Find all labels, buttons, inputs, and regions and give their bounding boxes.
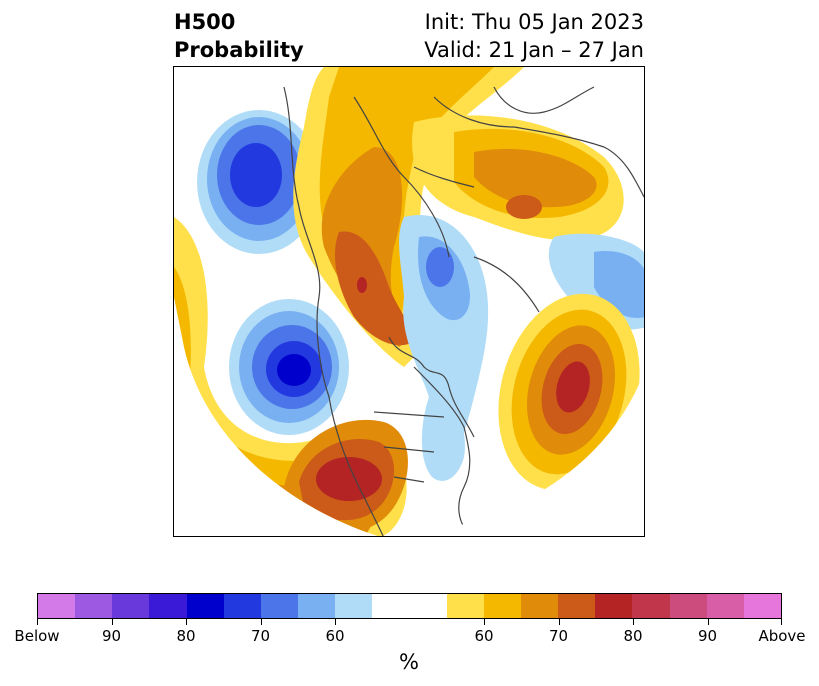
colorbar-tick-label: 60 xyxy=(474,627,494,645)
colorbar-tick-label: 90 xyxy=(101,627,122,645)
positive-anomaly-us-southwest xyxy=(284,419,408,534)
colorbar-tick xyxy=(111,619,113,625)
colorbar-tick-label: 80 xyxy=(176,627,196,645)
negative-anomaly-hudson xyxy=(399,215,489,467)
title-product: Probability xyxy=(174,38,304,62)
probability-map xyxy=(174,67,644,536)
colorbar-segment xyxy=(149,594,187,618)
colorbar-unit-label: % xyxy=(399,650,419,674)
colorbar-tick xyxy=(484,619,485,625)
negative-anomaly-east-coast xyxy=(421,397,465,481)
colorbar-segment xyxy=(706,594,744,618)
colorbar-segment xyxy=(632,594,670,618)
colorbar-tick xyxy=(707,619,709,625)
colorbar-tick-label: 80 xyxy=(623,627,643,645)
coastlines xyxy=(283,86,644,536)
colorbar-segment xyxy=(446,594,484,618)
colorbar-tick-label: Below xyxy=(14,627,60,645)
colorbar-segment xyxy=(223,594,261,618)
positive-anomaly-north-atlantic xyxy=(498,293,640,491)
title-variable: H500 xyxy=(174,10,236,34)
negative-anomaly-north-pacific xyxy=(197,110,321,254)
colorbar-tick xyxy=(260,619,262,625)
colorbar-tick xyxy=(37,619,38,625)
colorbar-segment xyxy=(335,594,373,618)
colorbar-tick xyxy=(781,619,782,625)
colorbar-segment xyxy=(260,594,299,618)
colorbar-tick xyxy=(633,619,634,625)
colorbar-tick-label: 90 xyxy=(697,627,718,645)
chart-title-left: H500 Probability xyxy=(174,8,304,64)
colorbar-tick xyxy=(558,619,560,625)
colorbar-segment xyxy=(669,594,707,618)
chart-title-right: Init: Thu 05 Jan 2023 Valid: 21 Jan – 27… xyxy=(424,8,644,64)
colorbar-segment xyxy=(298,594,336,618)
colorbar-segment xyxy=(112,594,150,618)
colorbar-segment xyxy=(521,594,559,618)
colorbar-tick-label: 70 xyxy=(250,627,271,645)
colorbar xyxy=(37,593,782,619)
colorbar-tick-label: 60 xyxy=(325,627,345,645)
colorbar-segment xyxy=(38,594,76,618)
title-valid-range: Valid: 21 Jan – 27 Jan xyxy=(424,38,644,62)
map-panel xyxy=(173,66,645,537)
colorbar-tick xyxy=(335,619,336,625)
colorbar-segment xyxy=(372,594,447,618)
colorbar-tick xyxy=(186,619,187,625)
title-init-date: Init: Thu 05 Jan 2023 xyxy=(424,10,644,34)
colorbar-segment xyxy=(75,594,113,618)
negative-anomaly-east-pacific xyxy=(229,299,349,435)
colorbar-segment xyxy=(558,594,596,618)
colorbar-tick-label: 70 xyxy=(548,627,569,645)
positive-anomaly-eurasia xyxy=(412,115,624,241)
colorbar-segment xyxy=(186,594,224,618)
colorbar-segment xyxy=(483,594,522,618)
colorbar-tick-label: Above xyxy=(758,627,806,645)
colorbar-segment xyxy=(595,594,633,618)
colorbar-segment xyxy=(743,594,782,618)
